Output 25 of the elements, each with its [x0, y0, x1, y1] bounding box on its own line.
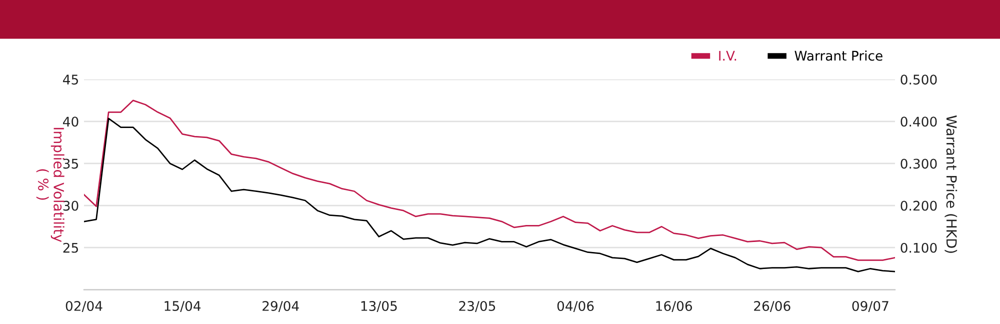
x-tick-label: 04/06	[557, 301, 594, 312]
y-axis-title: Implied Volatility ( % )	[36, 128, 64, 242]
x-tick-label: 02/04	[66, 301, 102, 312]
y-tick-label: 25	[63, 242, 78, 253]
y2-tick-label: 0.300	[900, 158, 937, 169]
legend-label: Warrant Price	[794, 50, 882, 61]
x-tick-label: 09/07	[852, 301, 888, 312]
y-tick-label: 30	[63, 200, 78, 211]
legend-label: I.V.	[719, 50, 736, 61]
y-tick-label: 40	[62, 116, 78, 127]
x-tick-label: 15/04	[164, 301, 201, 312]
x-tick-label: 23/05	[459, 301, 496, 312]
line-series	[84, 100, 895, 261]
y-tick-label: 35	[63, 158, 78, 169]
y2-tick-label: 0.500	[900, 74, 937, 85]
y2-tick-label: 0.400	[900, 116, 937, 127]
y2-axis-title: Warrant Price (HKD)	[944, 115, 958, 253]
y2-tick-label: 0.200	[900, 200, 937, 211]
x-tick-label: 16/06	[656, 301, 692, 312]
x-tick-label: 26/06	[754, 301, 790, 312]
line-series	[84, 118, 895, 272]
y2-tick-label: 0.100	[900, 242, 937, 253]
x-tick-label: 13/05	[361, 301, 397, 312]
y-tick-label: 45	[62, 74, 78, 85]
x-tick-label: 29/04	[262, 301, 299, 312]
